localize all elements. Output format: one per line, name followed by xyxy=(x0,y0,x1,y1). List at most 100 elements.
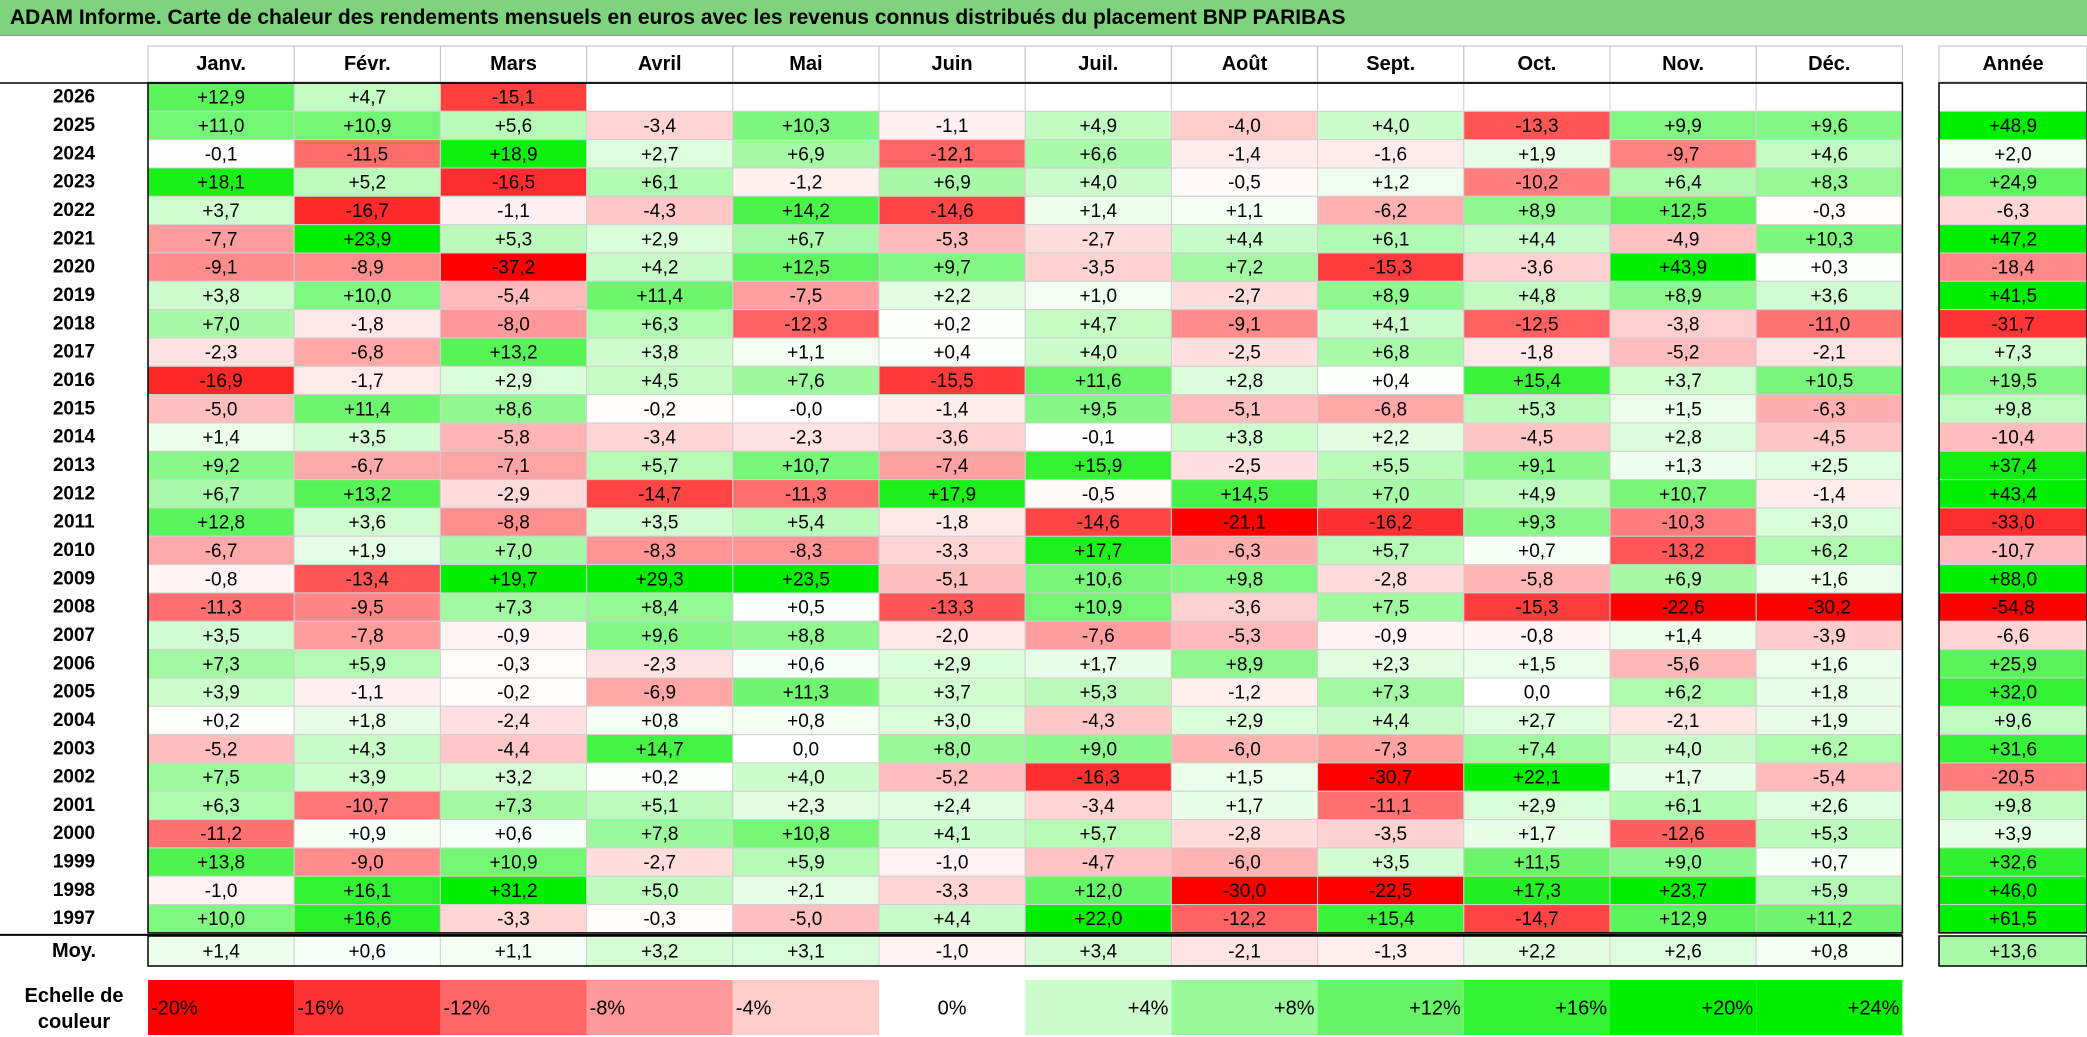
heat-cell xyxy=(1170,762,1319,792)
cell-value: -13,3 xyxy=(1515,116,1558,137)
heat-cell xyxy=(439,110,588,141)
heat-cell xyxy=(732,167,880,197)
scale-swatch xyxy=(1463,980,1610,1035)
cell-value: -1,4 xyxy=(1813,484,1846,505)
cell-value: -2,5 xyxy=(1228,343,1261,364)
month-header: Juin xyxy=(932,53,973,75)
cell-value: +13,8 xyxy=(197,853,245,874)
heat-cell xyxy=(586,252,734,282)
cell-value: -6,0 xyxy=(1228,853,1261,874)
cell-value: -1,4 xyxy=(1228,144,1261,165)
row-year-label: 2012 xyxy=(53,483,95,504)
cell-value: +1,8 xyxy=(1811,683,1849,704)
heat-cell xyxy=(1755,620,1903,651)
heat-cell xyxy=(1463,479,1611,509)
cell-value: 0,0 xyxy=(1524,683,1550,704)
cell-value: -0,5 xyxy=(1082,484,1115,505)
heat-cell xyxy=(1609,564,1757,594)
cell-value: -7,8 xyxy=(351,626,384,647)
scale-swatch xyxy=(1171,980,1318,1035)
cell-value: +4,4 xyxy=(1226,229,1264,250)
cell-value: +5,3 xyxy=(1080,683,1118,704)
row-year-label: 2015 xyxy=(53,398,96,419)
cell-value: +10,3 xyxy=(782,116,830,137)
heat-cell xyxy=(1170,564,1319,594)
heat-cell xyxy=(1609,705,1757,736)
average-value: +3,2 xyxy=(641,942,679,963)
row-year-label: 2003 xyxy=(53,738,95,759)
heat-cell xyxy=(1463,195,1611,226)
average-cell xyxy=(732,935,880,967)
annual-cell xyxy=(1938,167,2087,197)
cell-value: +2,4 xyxy=(933,796,971,817)
heat-cell xyxy=(1755,875,1903,906)
cell-value: -2,9 xyxy=(497,484,530,505)
scale-tick-label: -4% xyxy=(736,998,772,1020)
cell-value: +8,9 xyxy=(1664,286,1702,307)
annual-value: +7,3 xyxy=(1994,343,2032,364)
cell-value: -8,0 xyxy=(497,314,530,335)
average-value: +2,6 xyxy=(1664,942,1702,963)
heat-cell xyxy=(1170,280,1319,311)
heat-cell xyxy=(147,762,295,792)
cell-value: +1,4 xyxy=(1664,626,1702,647)
cell-value: -3,8 xyxy=(1667,314,1700,335)
cell-value: -2,3 xyxy=(790,428,823,449)
cell-value: +4,0 xyxy=(1664,739,1702,760)
cell-value: +1,5 xyxy=(1664,399,1702,420)
scale-swatch xyxy=(148,980,295,1035)
cell-value: +7,8 xyxy=(641,824,679,845)
cell-value: -5,2 xyxy=(205,739,238,760)
cell-value: -8,3 xyxy=(643,541,676,562)
scale-swatch xyxy=(1317,980,1464,1035)
cell-value: -9,0 xyxy=(351,853,384,874)
month-header: Févr. xyxy=(344,53,391,75)
heat-cell xyxy=(147,479,295,509)
cell-value: +6,1 xyxy=(1664,796,1702,817)
cell-value: +10,5 xyxy=(1805,371,1853,392)
cell-value: -30,7 xyxy=(1369,768,1412,789)
heat-cell xyxy=(293,167,441,197)
cell-value: +1,3 xyxy=(1664,456,1702,477)
heat-cell xyxy=(1609,252,1757,282)
annual-value: +24,9 xyxy=(1989,173,2037,194)
cell-value: +18,9 xyxy=(489,144,537,165)
heat-cell xyxy=(1755,252,1903,282)
heat-cell xyxy=(586,224,734,254)
average-value: -1,0 xyxy=(936,942,969,963)
month-header: Août xyxy=(1222,53,1268,75)
heat-cell xyxy=(439,875,588,906)
annual-value: -33,0 xyxy=(1991,513,2034,534)
cell-value: -3,3 xyxy=(497,909,530,930)
row-year-label: 2026 xyxy=(53,87,95,108)
heat-cell xyxy=(586,535,734,566)
cell-value: +15,9 xyxy=(1074,456,1122,477)
cell-value: 0,0 xyxy=(793,739,819,760)
cell-value: -4,0 xyxy=(1228,116,1261,137)
cell-value: +2,8 xyxy=(1226,371,1264,392)
cell-value: +1,0 xyxy=(1080,286,1118,307)
heat-cell xyxy=(878,252,1026,282)
cell-value: -0,2 xyxy=(643,399,676,420)
cell-value: +2,1 xyxy=(787,881,825,902)
cell-value: -1,6 xyxy=(1374,144,1407,165)
row-year-label: 1997 xyxy=(53,908,95,929)
heat-cell xyxy=(1609,82,1757,112)
heat-cell xyxy=(1609,592,1757,622)
cell-value: -1,0 xyxy=(205,881,238,902)
row-year-label: 2017 xyxy=(53,342,95,363)
heat-cell xyxy=(1609,280,1757,311)
cell-value: +2,9 xyxy=(933,654,971,675)
average-annual-value: +13,6 xyxy=(1989,942,2037,963)
scale-tick-label: -16% xyxy=(297,998,344,1020)
cell-value: +8,0 xyxy=(933,739,971,760)
heat-cell xyxy=(1317,507,1465,537)
cell-value: +3,5 xyxy=(349,428,387,449)
cell-value: +3,9 xyxy=(202,683,240,704)
heat-cell xyxy=(1170,479,1319,509)
cell-value: +6,3 xyxy=(641,314,679,335)
cell-value: -16,7 xyxy=(346,201,389,222)
heat-cell xyxy=(586,620,734,651)
cell-value: +7,0 xyxy=(202,314,240,335)
cell-value: +8,4 xyxy=(641,598,679,619)
